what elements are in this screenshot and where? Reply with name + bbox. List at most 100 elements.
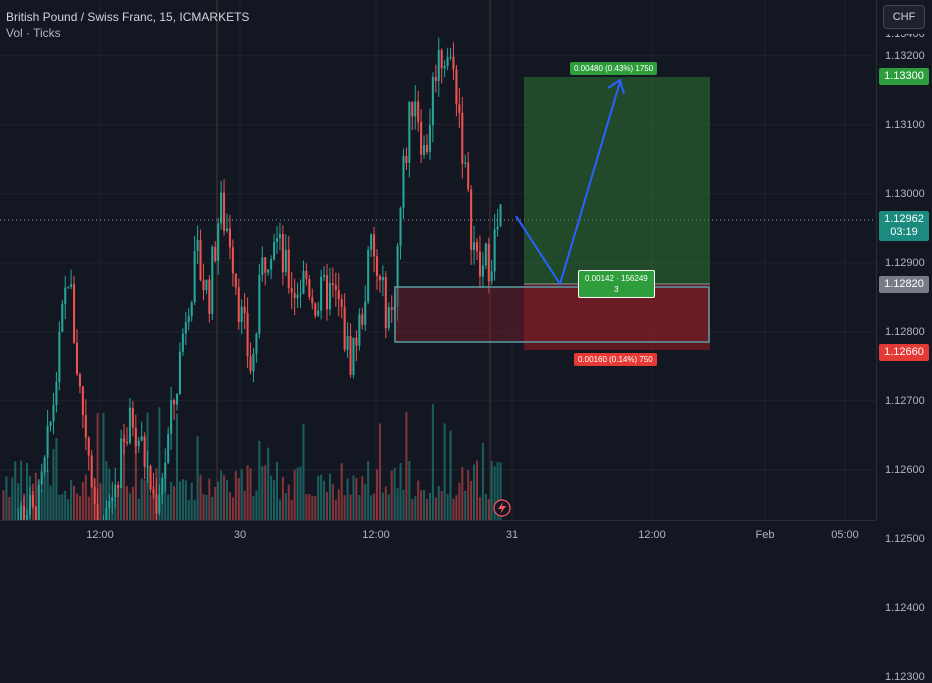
- volume-bar: [496, 461, 499, 520]
- candle-body: [173, 400, 176, 405]
- volume-bar: [431, 404, 434, 520]
- volume-bar: [361, 476, 364, 520]
- time-label: 05:00: [831, 529, 859, 541]
- volume-bar: [78, 495, 81, 520]
- candle-body: [302, 270, 305, 294]
- candle-body: [493, 229, 496, 272]
- volume-bar: [8, 496, 11, 520]
- candle-body: [146, 466, 149, 468]
- volume-bar: [261, 466, 264, 520]
- stop-loss-tag: 1.12660: [879, 344, 929, 361]
- volume-bar: [264, 465, 267, 520]
- candle-body: [402, 155, 405, 209]
- candle-body: [467, 162, 470, 190]
- price-label-partial: 1.13400: [885, 28, 925, 40]
- volume-bar: [231, 497, 234, 520]
- volume-bar: [452, 498, 455, 520]
- volume-bar: [481, 443, 484, 520]
- candle-body: [220, 192, 223, 224]
- candle-body: [434, 76, 437, 82]
- volume-bar: [311, 495, 314, 520]
- volume-bar: [158, 407, 161, 520]
- candle-body: [202, 280, 205, 291]
- volume-bar: [143, 480, 146, 520]
- candle-body: [299, 293, 302, 295]
- volume-bar: [81, 481, 84, 520]
- volume-bar: [278, 499, 281, 520]
- candle-body: [284, 249, 287, 273]
- volume-bar: [437, 486, 440, 520]
- volume-bar: [64, 490, 67, 520]
- volume-bar: [343, 495, 346, 520]
- candle-body: [396, 246, 399, 307]
- candle-body: [31, 495, 34, 507]
- volume-bar: [443, 423, 446, 520]
- time-axis[interactable]: 12:00 30 12:00 31 12:00 Feb 05:00: [0, 520, 876, 551]
- candle-body: [490, 271, 493, 282]
- volume-bar: [455, 495, 458, 520]
- volume-bar: [178, 481, 181, 520]
- candle-body: [311, 297, 314, 304]
- volume-bar: [243, 490, 246, 520]
- candle-body: [340, 299, 343, 308]
- candle-body: [67, 286, 70, 288]
- lightning-icon[interactable]: [493, 499, 511, 517]
- chart-legend: British Pound / Swiss Franc, 15, ICMARKE…: [6, 9, 249, 41]
- candle-body: [355, 337, 358, 346]
- volume-bar: [411, 499, 414, 520]
- candle-body: [473, 242, 476, 251]
- candle-body: [420, 122, 423, 155]
- candle-body: [114, 484, 117, 498]
- volume-bar: [428, 492, 431, 520]
- price-label: 1.12300: [885, 670, 925, 683]
- candle-body: [61, 304, 64, 332]
- candle-body: [464, 162, 467, 164]
- candle-body: [290, 287, 293, 293]
- candle-body: [384, 277, 387, 329]
- candle-body: [175, 394, 179, 405]
- volume-bar: [217, 481, 220, 520]
- volume-indicator-label[interactable]: Vol · Ticks: [6, 26, 61, 40]
- zone-rectangle[interactable]: [394, 286, 710, 343]
- volume-bar: [275, 462, 279, 520]
- candle-body: [352, 337, 355, 375]
- volume-bar: [258, 440, 261, 520]
- entry-label: 0.00142 · 156249 3: [578, 270, 655, 298]
- projection-arrow[interactable]: [515, 78, 625, 287]
- price-label: 1.12500: [885, 532, 925, 545]
- candle-body: [117, 484, 120, 488]
- time-label: 30: [233, 529, 247, 541]
- volume-bar: [187, 499, 190, 520]
- volume-bar: [49, 485, 52, 520]
- volume-bar: [196, 436, 199, 520]
- candle-body: [343, 307, 346, 350]
- candle-body: [499, 204, 502, 227]
- volume-bar: [467, 469, 470, 520]
- volume-bar: [52, 449, 55, 520]
- candle-body: [23, 506, 26, 520]
- candle-body: [181, 333, 184, 352]
- candle-body: [358, 314, 361, 346]
- candle-body: [411, 101, 414, 117]
- price-axis[interactable]: CHF 1.13200 1.13100 1.13000 1.12900 1.12800 1…: [876, 0, 932, 683]
- candle-body: [387, 307, 390, 329]
- candle-body: [275, 238, 279, 242]
- currency-button[interactable]: CHF: [883, 5, 925, 29]
- volume-bar: [337, 489, 340, 520]
- volume-bar: [152, 485, 155, 520]
- candle-body: [349, 335, 352, 375]
- chart-area[interactable]: British Pound / Swiss Franc, 15, ICMARKE…: [0, 0, 876, 520]
- target-zone[interactable]: [524, 77, 710, 284]
- candle-body: [73, 284, 76, 343]
- candle-body: [52, 404, 55, 422]
- candlestick-chart[interactable]: [0, 0, 876, 520]
- target-label: 0.00480 (0.43%) 1750: [570, 62, 658, 75]
- symbol-title[interactable]: British Pound / Swiss Franc, 15, ICMARKE…: [6, 10, 250, 24]
- volume-bar: [484, 493, 487, 520]
- volume-bar: [223, 475, 226, 520]
- candle-body: [46, 425, 49, 458]
- volume-bar: [120, 484, 123, 520]
- candle-body: [155, 494, 158, 514]
- candle-body: [131, 407, 134, 428]
- volume-bar: [325, 492, 329, 520]
